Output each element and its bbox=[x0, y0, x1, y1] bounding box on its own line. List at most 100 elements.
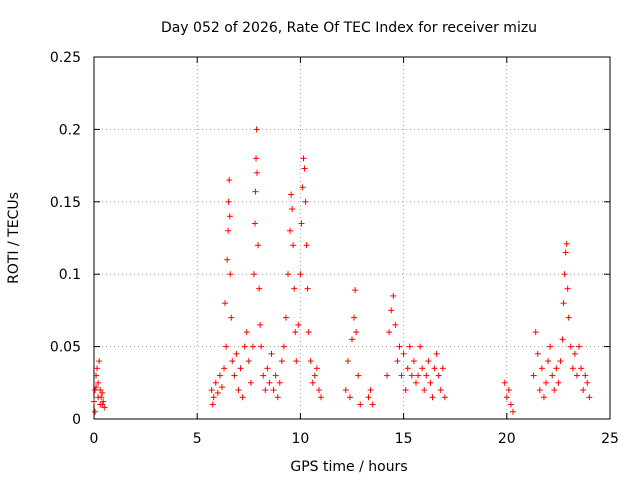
data-point-marker bbox=[301, 165, 308, 172]
data-point-marker bbox=[509, 408, 516, 415]
data-point-marker bbox=[253, 126, 260, 133]
data-point-marker bbox=[543, 379, 550, 386]
data-point-marker bbox=[394, 358, 401, 365]
data-point-marker bbox=[580, 387, 587, 394]
x-tick-label: 20 bbox=[498, 431, 516, 447]
x-tick-label: 0 bbox=[90, 431, 99, 447]
data-point-marker bbox=[302, 198, 309, 205]
data-point-marker bbox=[578, 365, 585, 372]
chart-title: Day 052 of 2026, Rate Of TEC Index for r… bbox=[161, 20, 537, 36]
data-point-marker bbox=[274, 394, 281, 401]
data-point-marker bbox=[99, 389, 106, 396]
data-point-marker bbox=[289, 206, 296, 213]
data-point-marker bbox=[226, 177, 233, 184]
data-point-marker bbox=[218, 384, 225, 391]
data-point-marker bbox=[540, 394, 547, 401]
data-point-marker bbox=[532, 329, 539, 336]
data-point-marker bbox=[557, 358, 564, 365]
data-point-marker bbox=[304, 285, 311, 292]
data-point-marker bbox=[549, 372, 556, 379]
data-point-marker bbox=[369, 401, 376, 408]
data-point-marker bbox=[507, 401, 514, 408]
data-point-marker bbox=[292, 329, 299, 336]
data-point-marker bbox=[400, 350, 407, 357]
data-point-marker bbox=[353, 329, 360, 336]
data-point-marker bbox=[357, 401, 364, 408]
data-point-marker bbox=[225, 227, 232, 234]
data-point-marker bbox=[93, 384, 100, 391]
y-tick-label: 0.2 bbox=[59, 122, 81, 138]
data-point-marker bbox=[439, 365, 446, 372]
data-point-marker bbox=[305, 329, 312, 336]
data-point-marker bbox=[349, 336, 355, 343]
data-point-marker bbox=[404, 365, 411, 372]
data-point-marker bbox=[293, 358, 300, 365]
data-point-marker bbox=[250, 271, 257, 278]
data-point-marker bbox=[94, 365, 101, 372]
plot-area-border bbox=[93, 56, 611, 420]
data-point-marker bbox=[266, 379, 273, 386]
data-point-marker bbox=[256, 285, 263, 292]
data-point-marker bbox=[300, 155, 307, 162]
data-point-marker bbox=[388, 307, 395, 314]
data-point-marker bbox=[282, 314, 289, 321]
data-point-marker bbox=[278, 358, 285, 365]
data-point-marker bbox=[562, 249, 569, 256]
data-point-marker bbox=[547, 343, 554, 350]
data-point-marker bbox=[564, 285, 571, 292]
data-point-marker bbox=[288, 191, 295, 198]
data-point-marker bbox=[538, 365, 545, 372]
data-point-marker bbox=[344, 358, 351, 365]
data-point-marker bbox=[553, 365, 560, 372]
data-point-marker bbox=[226, 213, 233, 220]
data-point-marker bbox=[254, 169, 261, 176]
data-point-marker bbox=[398, 372, 405, 379]
data-point-marker bbox=[262, 387, 269, 394]
y-axis-label: ROTI / TECUs bbox=[6, 192, 22, 284]
data-point-marker bbox=[309, 379, 316, 386]
data-point-marker bbox=[239, 394, 246, 401]
data-point-marker bbox=[216, 372, 223, 379]
data-point-marker bbox=[299, 184, 306, 191]
data-point-marker bbox=[233, 350, 240, 357]
data-point-marker bbox=[563, 240, 570, 247]
data-point-marker bbox=[252, 188, 259, 195]
data-point-marker bbox=[406, 343, 413, 350]
data-point-marker bbox=[253, 155, 260, 162]
data-point-marker bbox=[257, 321, 264, 328]
data-point-marker bbox=[96, 358, 103, 365]
data-point-marker bbox=[431, 365, 438, 372]
data-point-marker bbox=[437, 387, 444, 394]
data-point-marker bbox=[402, 387, 409, 394]
data-point-marker bbox=[318, 394, 325, 401]
y-tick-label: 0.15 bbox=[50, 195, 81, 211]
data-point-marker bbox=[576, 343, 583, 350]
data-point-marker bbox=[355, 372, 362, 379]
data-point-marker bbox=[559, 336, 566, 343]
data-point-marker bbox=[425, 358, 432, 365]
data-point-marker bbox=[584, 379, 591, 386]
data-point-marker bbox=[392, 321, 399, 328]
data-point-marker bbox=[435, 372, 442, 379]
data-point-marker bbox=[212, 379, 219, 386]
data-point-marker bbox=[285, 271, 292, 278]
y-tick-label: 0 bbox=[72, 412, 81, 428]
data-point-marker bbox=[245, 358, 252, 365]
data-point-marker bbox=[210, 394, 217, 401]
data-point-marker bbox=[534, 350, 541, 357]
data-point-marker bbox=[247, 379, 254, 386]
data-point-marker bbox=[560, 300, 567, 307]
data-point-marker bbox=[390, 292, 397, 299]
data-point-marker bbox=[241, 343, 248, 350]
data-point-marker bbox=[93, 372, 100, 379]
x-tick-label: 15 bbox=[395, 431, 413, 447]
data-point-marker bbox=[268, 350, 275, 357]
data-point-marker bbox=[270, 387, 277, 394]
data-point-marker bbox=[260, 372, 267, 379]
data-point-marker bbox=[423, 372, 430, 379]
data-point-marker bbox=[298, 220, 305, 227]
data-point-marker bbox=[410, 358, 417, 365]
data-point-marker bbox=[567, 343, 574, 350]
data-point-marker bbox=[92, 387, 99, 394]
